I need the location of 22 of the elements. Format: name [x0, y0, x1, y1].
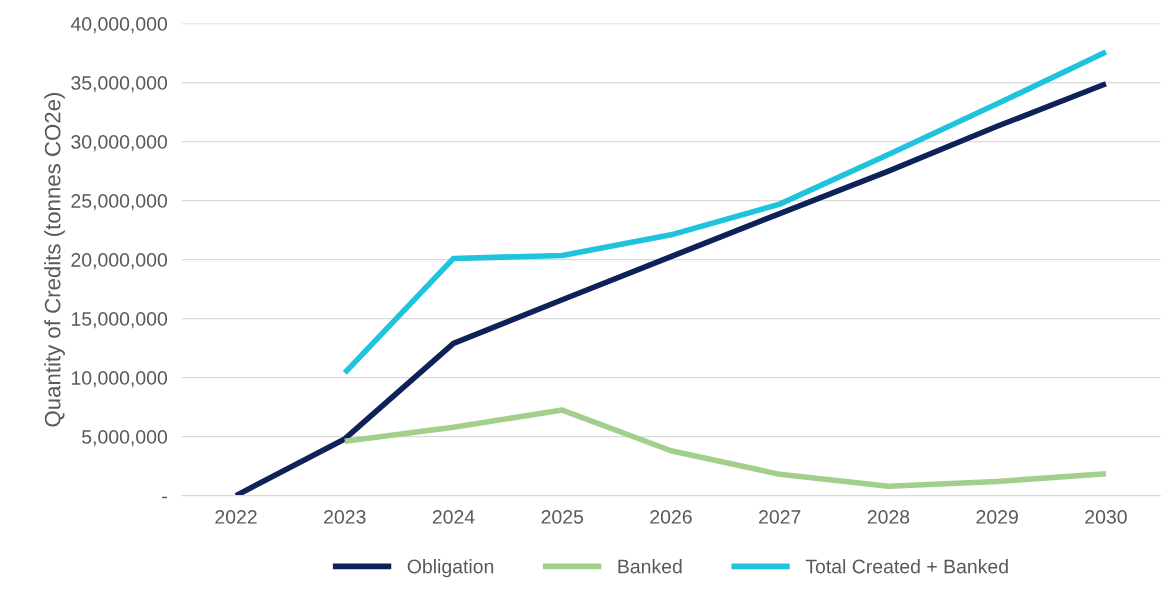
x-tick-label: 2029 [976, 510, 1018, 524]
legend-label: Banked [618, 559, 682, 574]
y-axis-title: Quantity of Credits (tonnes CO2e) [44, 92, 65, 427]
y-tick-label: - [162, 496, 167, 499]
x-tick-label: 2026 [650, 510, 692, 524]
y-tick-label: 5,000,000 [82, 430, 168, 447]
legend-label: Total Created + Banked [805, 559, 1008, 574]
y-tick-label: 25,000,000 [71, 194, 168, 211]
y-tick-label: 20,000,000 [71, 253, 168, 270]
y-tick-label: 35,000,000 [71, 76, 168, 93]
y-tick-label: 30,000,000 [71, 135, 168, 152]
x-tick-label: 2028 [867, 510, 910, 524]
y-tick-label: 40,000,000 [70, 17, 168, 34]
x-tick-label: 2027 [759, 510, 801, 524]
y-tick-label: 10,000,000 [71, 371, 168, 388]
x-tick-label: 2030 [1085, 510, 1127, 524]
x-tick-label: 2023 [324, 510, 366, 524]
x-tick-label: 2025 [541, 510, 584, 524]
legend-label: Obligation [407, 559, 494, 578]
x-tick-label: 2024 [432, 510, 475, 524]
x-tick-label: 2022 [215, 510, 257, 524]
y-tick-label: 15,000,000 [71, 312, 168, 329]
